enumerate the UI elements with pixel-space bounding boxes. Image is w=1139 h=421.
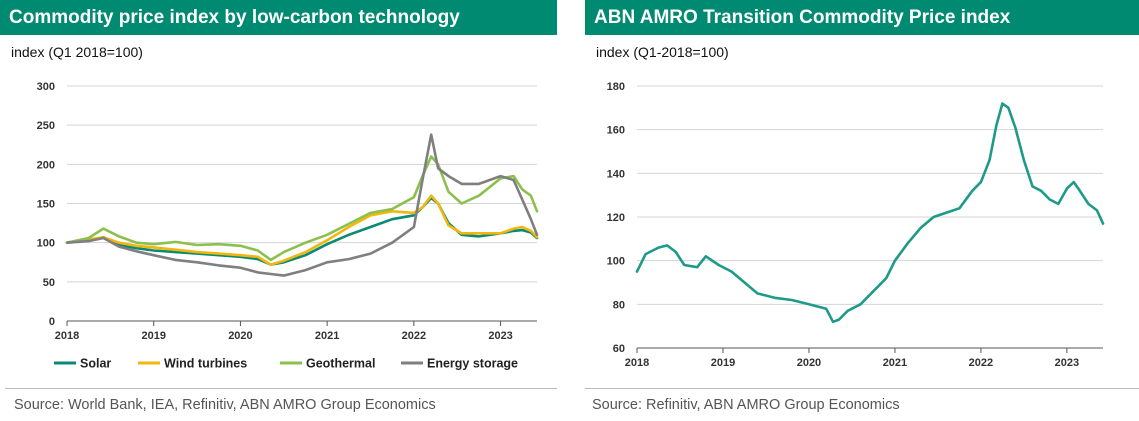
x-tick-label: 2018 bbox=[55, 330, 79, 342]
right-footer-divider bbox=[585, 388, 1139, 389]
y-tick-label: 80 bbox=[613, 299, 625, 311]
series-line-energy-storage bbox=[65, 133, 539, 277]
left-panel: Commodity price index by low-carbon tech… bbox=[0, 0, 557, 413]
right-source-note: Source: Refinitiv, ABN AMRO Group Econom… bbox=[592, 397, 900, 413]
y-tick-label: 160 bbox=[607, 125, 625, 137]
y-tick-label: 250 bbox=[37, 120, 55, 132]
x-tick-label: 2021 bbox=[883, 357, 907, 369]
y-tick-label: 180 bbox=[607, 81, 625, 93]
legend-label: Geothermal bbox=[306, 357, 375, 371]
right-line-chart: 60 80 100 120 140 160 180 2018 2019 2020 2021 2022 2… bbox=[607, 81, 1105, 369]
x-tick-label: 2020 bbox=[797, 357, 821, 369]
left-y-unit-label: index (Q1 2018=100) bbox=[11, 44, 143, 60]
y-tick-label: 300 bbox=[37, 81, 55, 93]
x-tick-label: 2019 bbox=[141, 330, 165, 342]
left-footer-divider bbox=[5, 388, 557, 389]
y-tick-label: 100 bbox=[37, 238, 55, 250]
x-tick-label: 2018 bbox=[625, 357, 649, 369]
y-tick-label: 50 bbox=[43, 277, 55, 289]
series-line-geothermal bbox=[65, 155, 539, 262]
series-line-wind-turbines bbox=[65, 194, 539, 266]
legend-label: Wind turbines bbox=[164, 357, 247, 371]
x-tick-label: 2021 bbox=[315, 330, 339, 342]
legend-label: Energy storage bbox=[427, 357, 518, 371]
x-tick-label: 2020 bbox=[228, 330, 252, 342]
series-line-solar bbox=[65, 196, 539, 266]
legend-label: Solar bbox=[80, 357, 111, 371]
left-source-note: Source: World Bank, IEA, Refinitiv, ABN … bbox=[14, 397, 436, 413]
x-tick-label: 2022 bbox=[402, 330, 426, 342]
y-tick-label: 60 bbox=[613, 343, 625, 355]
x-tick-label: 2019 bbox=[711, 357, 735, 369]
x-tick-label: 2022 bbox=[969, 357, 993, 369]
right-chart-title: ABN AMRO Transition Commodity Price inde… bbox=[585, 0, 1139, 35]
y-tick-label: 200 bbox=[37, 159, 55, 171]
y-tick-label: 120 bbox=[607, 212, 625, 224]
left-chart-title: Commodity price index by low-carbon tech… bbox=[0, 0, 557, 35]
right-panel: ABN AMRO Transition Commodity Price inde… bbox=[585, 0, 1139, 413]
y-tick-label: 140 bbox=[607, 168, 625, 180]
y-tick-label: 150 bbox=[37, 199, 55, 211]
left-line-chart: 0 50 100 150 200 250 300 2018 2019 2020 2021 2022 20… bbox=[37, 81, 539, 371]
series-line-index bbox=[635, 102, 1105, 324]
y-tick-label: 0 bbox=[49, 316, 55, 328]
right-y-unit-label: index (Q1-2018=100) bbox=[596, 44, 729, 60]
x-tick-label: 2023 bbox=[1055, 357, 1079, 369]
y-tick-label: 100 bbox=[607, 256, 625, 268]
x-tick-label: 2023 bbox=[488, 330, 512, 342]
